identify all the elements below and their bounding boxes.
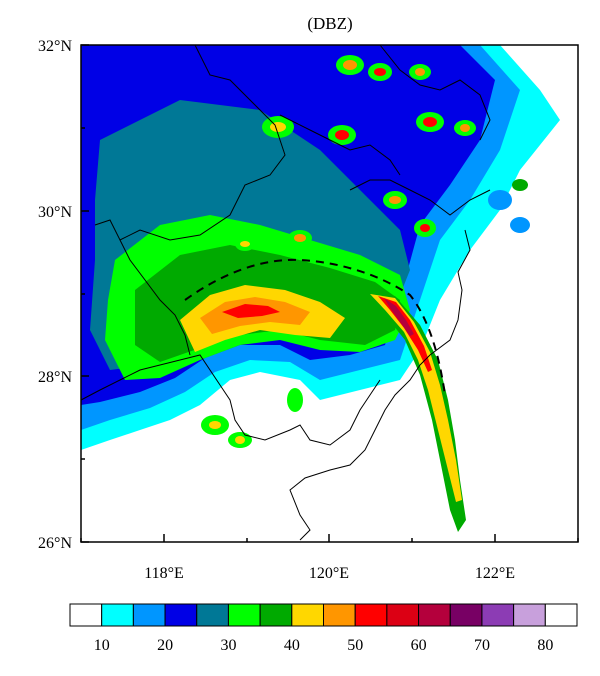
- colorbar-swatch: [513, 603, 546, 627]
- reflectivity-field: [81, 45, 578, 542]
- convective-cells: [201, 55, 531, 448]
- colorbar-label: 30: [220, 637, 236, 654]
- colorbar-swatch: [132, 603, 166, 627]
- colorbar-label: 50: [347, 637, 363, 654]
- colorbar-swatch: [418, 603, 451, 627]
- colorbar-swatch: [227, 603, 261, 627]
- colorbar-label: 80: [537, 637, 553, 654]
- colorbar-swatch: [544, 603, 578, 627]
- lat-label-30: 30°N: [38, 204, 72, 221]
- colorbar-label: 40: [284, 637, 300, 654]
- colorbar-label: 20: [157, 637, 173, 654]
- colorbar-swatch: [196, 603, 229, 627]
- lat-label-26: 26°N: [38, 535, 72, 552]
- colorbar-swatch: [354, 603, 388, 627]
- colorbar-swatch: [101, 603, 134, 627]
- colorbar-swatch: [291, 603, 324, 627]
- colorbar-swatch: [386, 603, 420, 627]
- lat-label-32: 32°N: [38, 38, 72, 55]
- trough-dashed-line: [184, 258, 446, 396]
- colorbar: 10 20 30 40 50 60 70 80: [69, 603, 578, 654]
- boundaries: [81, 45, 491, 541]
- colorbar-swatch: [69, 603, 103, 627]
- colorbar-swatch: [164, 603, 198, 627]
- echo-50dbz: [222, 304, 280, 318]
- colorbar-label: 70: [474, 637, 490, 654]
- chart-title: (DBZ): [307, 14, 353, 33]
- tick-marks: [80, 44, 579, 543]
- lon-label-120: 120°E: [309, 565, 349, 582]
- colorbar-label: 60: [411, 637, 427, 654]
- lon-label-118: 118°E: [144, 565, 184, 582]
- colorbar-swatch: [323, 603, 356, 627]
- lon-label-122: 122°E: [475, 565, 515, 582]
- colorbar-label: 10: [94, 637, 110, 654]
- colorbar-swatch: [449, 603, 483, 627]
- colorbar-swatch: [481, 603, 515, 627]
- squall-peak: [378, 296, 432, 372]
- lat-label-28: 28°N: [38, 369, 72, 386]
- colorbar-swatch: [259, 603, 293, 627]
